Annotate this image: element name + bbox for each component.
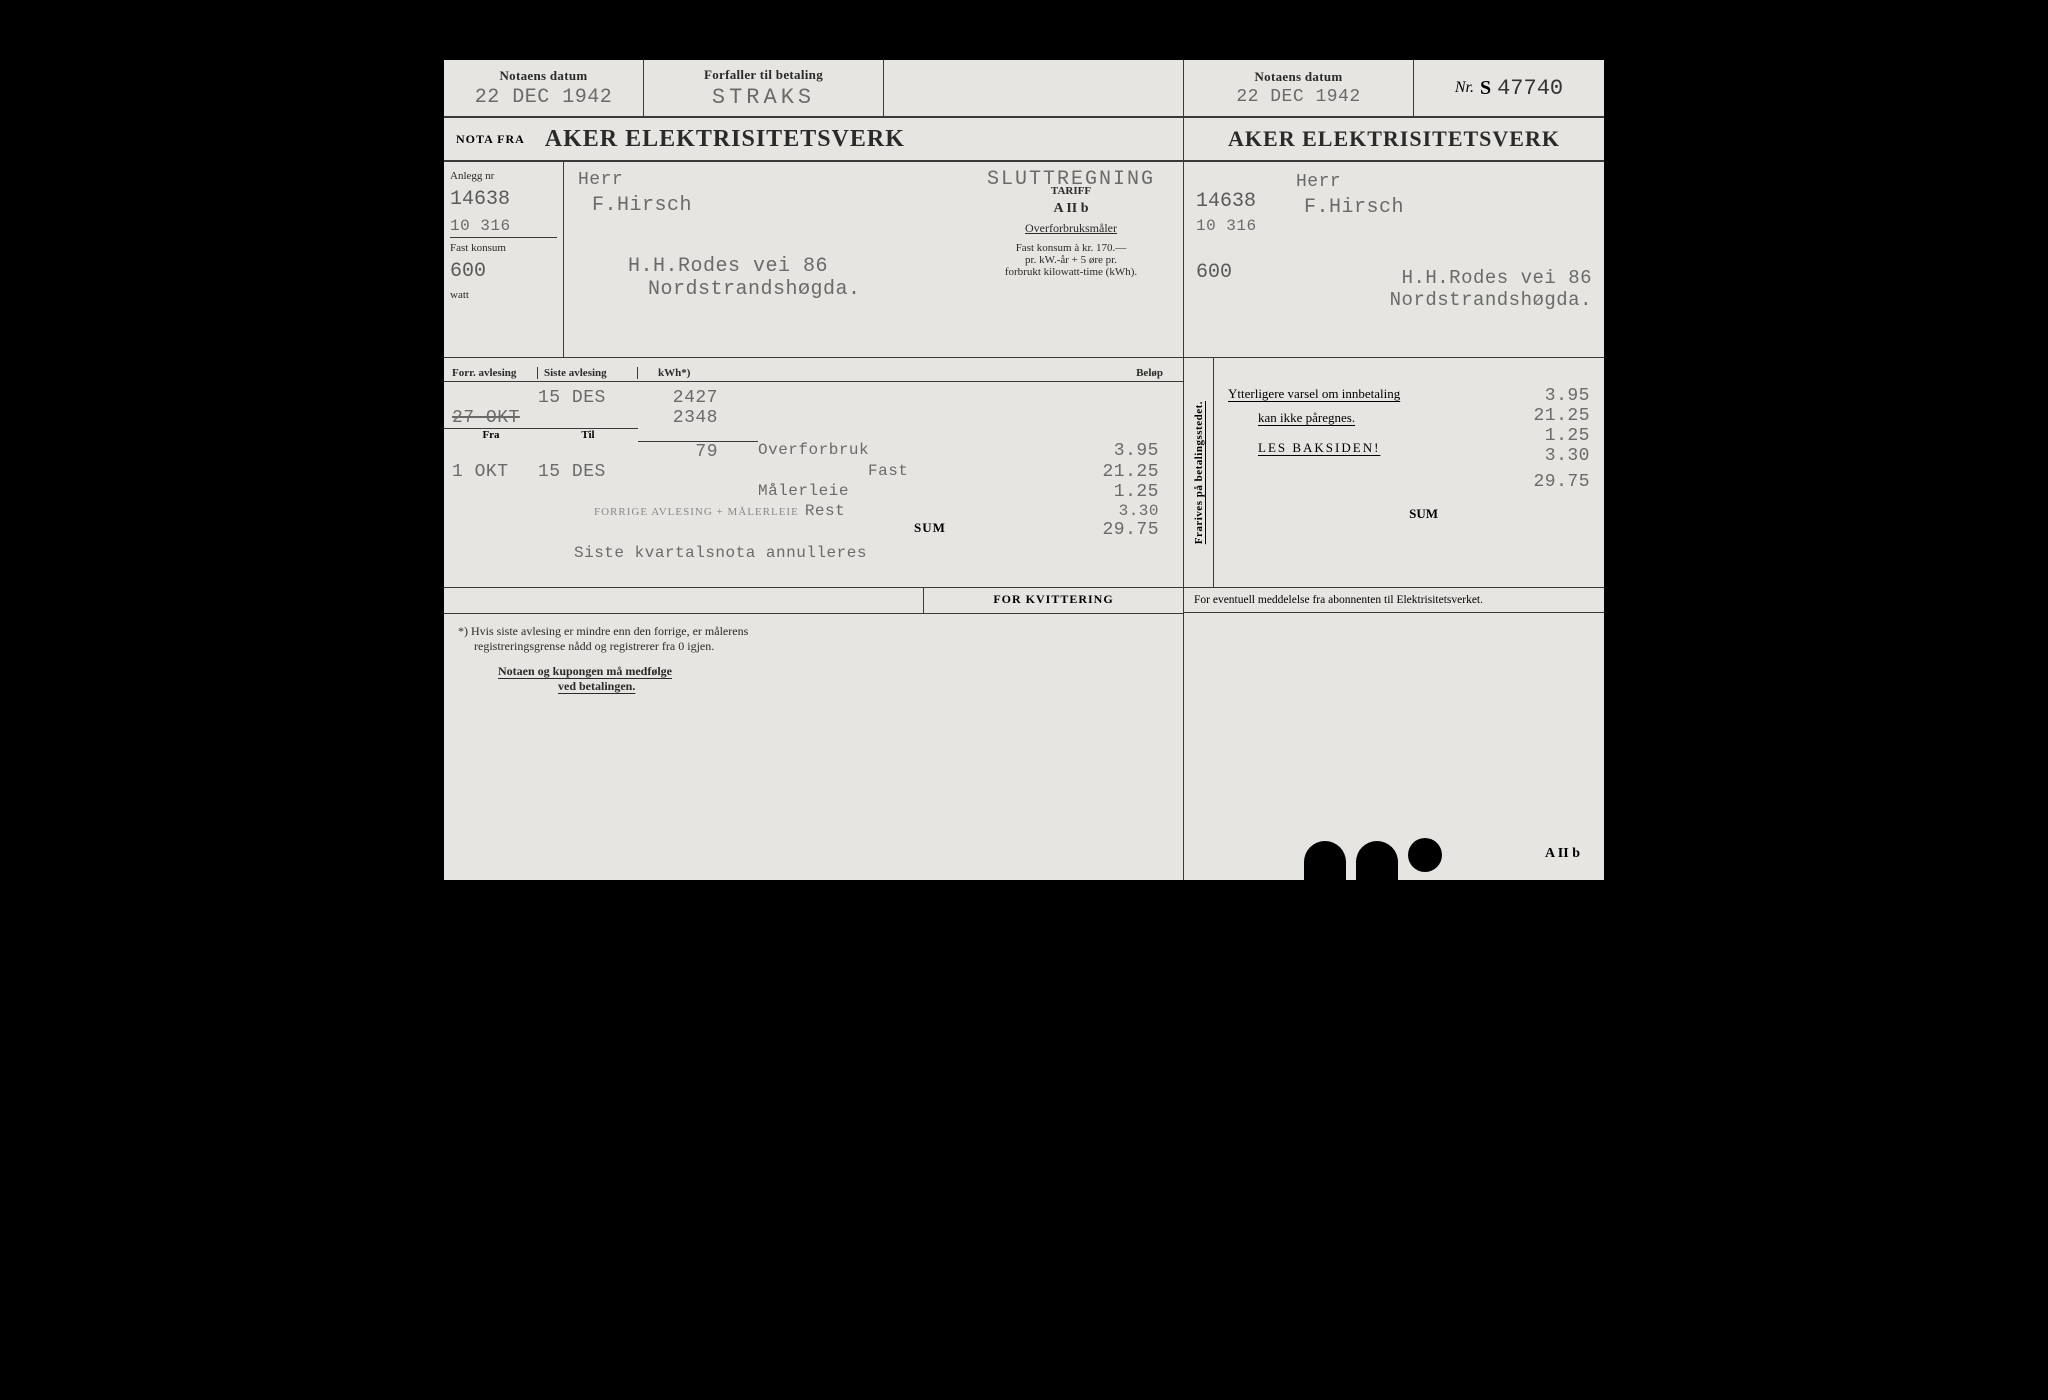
til-label: Til: [538, 429, 638, 441]
left-stub: Notaens datum 22 DEC 1942 Forfaller til …: [444, 60, 1184, 880]
punch-hole-icon: [1408, 838, 1442, 872]
frarives-label: Frarives på betalingsstedet.: [1193, 401, 1205, 544]
due-value: STRAKS: [712, 85, 815, 110]
item-rest: Rest: [799, 502, 845, 520]
anlegg-number: 14638: [450, 188, 557, 211]
due-label: Forfaller til betaling: [704, 67, 823, 83]
r-addressee-title: Herr: [1296, 172, 1592, 192]
r-sum-value: 29.75: [1514, 472, 1590, 492]
r-fast-value: 600: [1196, 261, 1296, 284]
r-anlegg-sub: 10 316: [1196, 217, 1296, 235]
footnote-1: *) Hvis siste avlesing er mindre enn den…: [458, 624, 1169, 639]
amount-rest: 3.30: [845, 502, 1183, 520]
item-malerleie: Målerleie: [758, 482, 849, 502]
siste-date: 15 DES: [538, 388, 638, 408]
kwh-diff: 79: [638, 441, 758, 462]
notice-3: LES BAKSIDEN!: [1258, 440, 1508, 456]
r-amount-3: 3.30: [1514, 446, 1590, 466]
r-amount-1: 21.25: [1514, 406, 1590, 426]
anlegg-sub: 10 316: [450, 217, 557, 238]
forr-avlesing-label: Forr. avlesing: [444, 367, 538, 379]
watt-label: watt: [450, 289, 557, 301]
siste-avlesing-label: Siste avlesing: [538, 367, 638, 379]
kwh-label: kWh*): [638, 367, 758, 379]
amount-fast: 21.25: [908, 462, 1183, 482]
reading-prev: 2348: [638, 408, 758, 428]
r-addressee-street: H.H.Rodes vei 86: [1296, 267, 1592, 289]
nr-label: Nr.: [1455, 79, 1474, 97]
fast-konsum-label: Fast konsum: [450, 242, 557, 254]
r-amount-0: 3.95: [1514, 386, 1590, 406]
r-addressee-city: Nordstrandshøgda.: [1296, 289, 1592, 311]
kvittering-label: FOR KVITTERING: [923, 588, 1183, 613]
item-overforbruk: Overforbruk: [758, 441, 869, 462]
anlegg-column: Anlegg nr 14638 10 316 Fast konsum 600 w…: [444, 162, 564, 357]
amount-malerleie: 1.25: [849, 482, 1183, 502]
fra-date: 1 OKT: [444, 462, 538, 482]
overforbruk-label: Overforbruksmåler: [967, 221, 1175, 236]
punch-hole-icon: [1304, 841, 1346, 881]
r-sum-label: SUM: [1228, 506, 1508, 522]
company-name: AKER ELEKTRISITETSVERK: [545, 126, 905, 153]
r-amount-2: 1.25: [1514, 426, 1590, 446]
sum-value: 29.75: [946, 520, 1183, 540]
annulleres-note: Siste kvartalsnota annulleres: [444, 544, 1183, 562]
r-footer-note: For eventuell meddelelse fra abonnenten …: [1184, 588, 1604, 613]
nota-fra-label: NOTA FRA: [456, 132, 525, 147]
belop-label: Beløp: [1073, 367, 1183, 379]
addressee-name: F.Hirsch: [592, 194, 945, 217]
pricing-1: Fast konsum à kr. 170.—: [967, 242, 1175, 254]
nr-value: 47740: [1497, 76, 1563, 101]
amount-overforbruk: 3.95: [869, 441, 1183, 462]
addressee-title: Herr: [578, 170, 945, 190]
footnote-4: ved betalingen.: [558, 679, 1169, 694]
electricity-bill-card: Notaens datum 22 DEC 1942 Forfaller til …: [444, 60, 1604, 880]
date-value: 22 DEC 1942: [475, 86, 613, 109]
anlegg-label: Anlegg nr: [450, 170, 557, 182]
footnote-block: *) Hvis siste avlesing er mindre enn den…: [444, 614, 1183, 704]
pricing-2: pr. kW.-år + 5 øre pr.: [967, 254, 1175, 266]
tariff-code: A II b: [967, 201, 1175, 217]
pricing-3: forbrukt kilowatt-time (kWh).: [967, 266, 1175, 278]
meter-block: Forr. avlesing Siste avlesing kWh*) Belø…: [444, 358, 1183, 588]
footnote-3: Notaen og kupongen må medfølge: [498, 664, 1169, 679]
r-anlegg-number: 14638: [1196, 190, 1296, 213]
addressee-street: H.H.Rodes vei 86: [628, 255, 945, 278]
right-stub: Notaens datum 22 DEC 1942 Nr. S 47740 AK…: [1184, 60, 1604, 880]
nr-prefix: S: [1480, 77, 1491, 100]
forr-date-struck: 27 OKT: [444, 408, 538, 428]
notice-1: Ytterligere varsel om innbetaling: [1228, 386, 1508, 402]
fra-label: Fra: [444, 429, 538, 441]
r-company-name: AKER ELEKTRISITETSVERK: [1228, 126, 1560, 152]
addressee-city: Nordstrandshøgda.: [648, 278, 945, 301]
sum-label: SUM: [914, 520, 946, 540]
r-date-label: Notaens datum: [1254, 69, 1342, 85]
notice-2: kan ikke påregnes.: [1258, 410, 1508, 426]
reading-current: 2427: [638, 388, 758, 408]
r-addressee-name: F.Hirsch: [1304, 196, 1592, 219]
til-date: 15 DES: [538, 462, 638, 482]
tariff-column: SLUTTREGNING TARIFF A II b Overforbruksm…: [959, 162, 1183, 357]
r-tariff-code: A II b: [1545, 846, 1580, 862]
fast-konsum-value: 600: [450, 260, 557, 283]
footnote-2: registreringsgrense nådd og registrerer …: [458, 639, 1169, 654]
punch-hole-icon: [1356, 841, 1398, 881]
item-fast: Fast: [758, 462, 908, 482]
forrige-note: FORRIGE AVLESING + MÅLERLEIE: [594, 506, 799, 518]
r-date-value: 22 DEC 1942: [1236, 87, 1360, 107]
date-label: Notaens datum: [499, 68, 587, 84]
